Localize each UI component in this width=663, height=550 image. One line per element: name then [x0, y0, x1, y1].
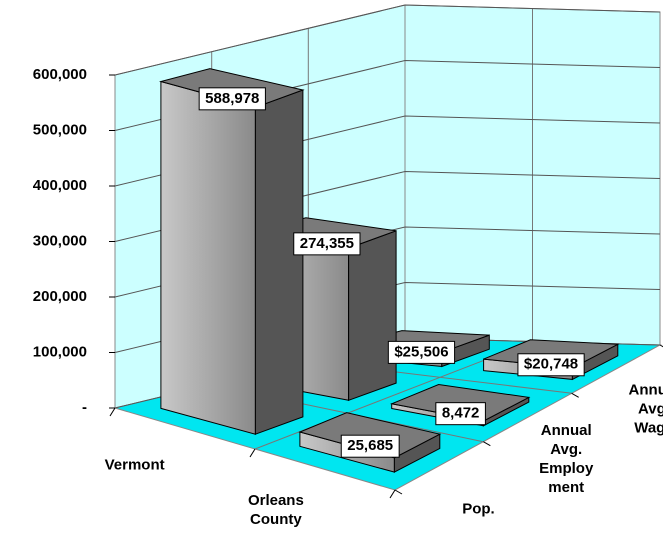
- x-tick-label: Vermont: [104, 456, 165, 474]
- data-label: 588,978: [205, 90, 259, 107]
- y-tick-label: 200,000: [33, 288, 87, 305]
- tick-mark: [109, 407, 116, 417]
- data-label-box: [293, 232, 361, 256]
- data-label: 25,685: [347, 437, 393, 454]
- data-label: 8,472: [442, 405, 480, 422]
- y-tick-label: 300,000: [33, 232, 87, 249]
- tick-mark: [249, 448, 256, 458]
- y-tick-label: 600,000: [33, 66, 87, 83]
- y-tick-label: 500,000: [33, 121, 87, 138]
- data-label: $20,748: [524, 356, 578, 373]
- tick-mark: [659, 344, 663, 348]
- data-label-box: [435, 402, 486, 426]
- x-tick-label: Orleans County: [247, 492, 304, 529]
- bar-side: [348, 230, 397, 402]
- depth-tick-label: Pop.: [462, 500, 495, 518]
- grid-line: [114, 4, 661, 76]
- data-label: $25,506: [394, 343, 448, 360]
- y-tick-label: -: [82, 399, 87, 416]
- data-label-box: [517, 353, 585, 377]
- data-label-box: [198, 87, 266, 111]
- y-tick-label: 400,000: [33, 177, 87, 194]
- y-tick-label: 100,000: [33, 343, 87, 360]
- bar-side: [254, 89, 304, 435]
- tick-mark: [389, 489, 396, 499]
- tick-mark: [571, 392, 579, 398]
- data-label: 274,355: [300, 235, 354, 252]
- tick-mark: [394, 489, 403, 495]
- bar-front: [160, 80, 256, 435]
- data-label-box: [387, 340, 456, 364]
- data-label-box: [340, 434, 400, 458]
- depth-tick-label: Annual Avg. Wage: [628, 381, 663, 437]
- depth-tick-label: Annual Avg. Employment: [539, 421, 594, 496]
- tick-mark: [483, 441, 491, 447]
